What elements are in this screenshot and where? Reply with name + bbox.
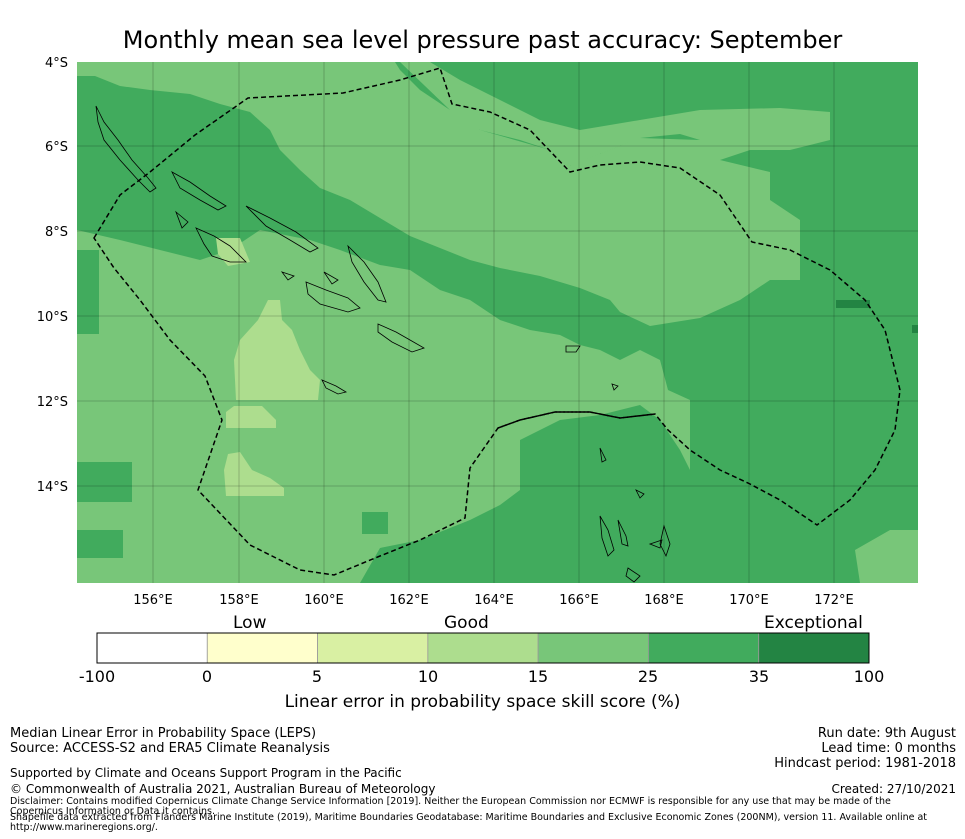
colorbar-bin xyxy=(96,632,208,664)
skill-patch xyxy=(362,512,388,534)
eez-boundary-solomon xyxy=(93,67,901,576)
colorbar-tick: 10 xyxy=(418,667,438,686)
lon-label: 158°E xyxy=(219,593,259,608)
colorbar-tick: 15 xyxy=(528,667,548,686)
colorbar-label: Linear error in probability space skill … xyxy=(284,692,681,712)
lat-label: 6°S xyxy=(45,140,68,155)
footer-disclaimer: Disclaimer: Contains modified Copernicus… xyxy=(10,796,891,817)
colorbar-category-exceptional: Exceptional xyxy=(764,613,863,633)
colorbar-bin xyxy=(317,632,429,664)
lon-label: 164°E xyxy=(474,593,514,608)
lat-label: 4°S xyxy=(45,56,68,71)
lon-label: 166°E xyxy=(559,593,599,608)
skill-zone-moderate xyxy=(77,62,918,583)
colorbar-tick: 0 xyxy=(202,667,212,686)
colorbar-category-low: Low xyxy=(233,613,267,633)
lon-label: 156°E xyxy=(133,593,173,608)
colorbar-bin xyxy=(537,632,649,664)
colorbar-tick: 35 xyxy=(749,667,769,686)
lon-label: 172°E xyxy=(814,593,854,608)
lon-label: 168°E xyxy=(644,593,684,608)
eez-boundary-vanuatu xyxy=(497,411,656,429)
footer-copyright: © Commonwealth of Australia 2021, Austra… xyxy=(10,782,436,796)
footer-method: Median Linear Error in Probability Space… xyxy=(10,726,317,741)
longitude-labels: 156°E 158°E 160°E 162°E 164°E 166°E 168°… xyxy=(133,593,854,608)
footer-support: Supported by Climate and Oceans Support … xyxy=(10,766,402,780)
skill-patch xyxy=(77,250,99,334)
skill-cell-exceptional xyxy=(912,325,918,333)
map-grid xyxy=(77,62,918,583)
colorbar-bin xyxy=(206,632,318,664)
colorbar-category-good: Good xyxy=(444,613,489,633)
footer-lead-time: Lead time: 0 months xyxy=(821,741,956,756)
latitude-labels: 4°S 6°S 8°S 10°S 12°S 14°S xyxy=(37,56,68,495)
lon-label: 162°E xyxy=(389,593,429,608)
skill-patch xyxy=(77,462,132,502)
lat-label: 8°S xyxy=(45,225,68,240)
colorbar-tick: 5 xyxy=(312,667,322,686)
skill-cell-exceptional xyxy=(836,300,870,308)
map-title: Monthly mean sea level pressure past acc… xyxy=(122,26,843,54)
footer-shapefile: Shapefile data extracted from Flanders M… xyxy=(10,812,928,833)
footer-run-date: Run date: 9th August xyxy=(817,726,956,741)
lat-label: 14°S xyxy=(37,480,68,495)
colorbar-tick: 100 xyxy=(854,667,885,686)
colorbar-frame xyxy=(96,632,870,664)
colorbar-tick: -100 xyxy=(79,667,115,686)
lat-label: 10°S xyxy=(37,310,68,325)
footer-created: Created: 27/10/2021 xyxy=(831,782,956,796)
lon-label: 170°E xyxy=(729,593,769,608)
colorbar-bin xyxy=(427,632,539,664)
lon-label: 160°E xyxy=(304,593,344,608)
colorbar xyxy=(96,632,870,664)
skill-map xyxy=(77,62,918,583)
skill-patch xyxy=(77,530,123,558)
colorbar-ticks: -100 0 5 10 15 25 35 100 xyxy=(79,667,884,686)
coastlines xyxy=(95,105,671,583)
colorbar-bin xyxy=(758,632,870,664)
footer-hindcast: Hindcast period: 1981-2018 xyxy=(774,756,956,771)
footer-source: Source: ACCESS-S2 and ERA5 Climate Reana… xyxy=(10,741,330,756)
colorbar-tick: 25 xyxy=(638,667,658,686)
colorbar-bin xyxy=(648,632,760,664)
lat-label: 12°S xyxy=(37,395,68,410)
skill-zone-fair xyxy=(216,238,320,496)
